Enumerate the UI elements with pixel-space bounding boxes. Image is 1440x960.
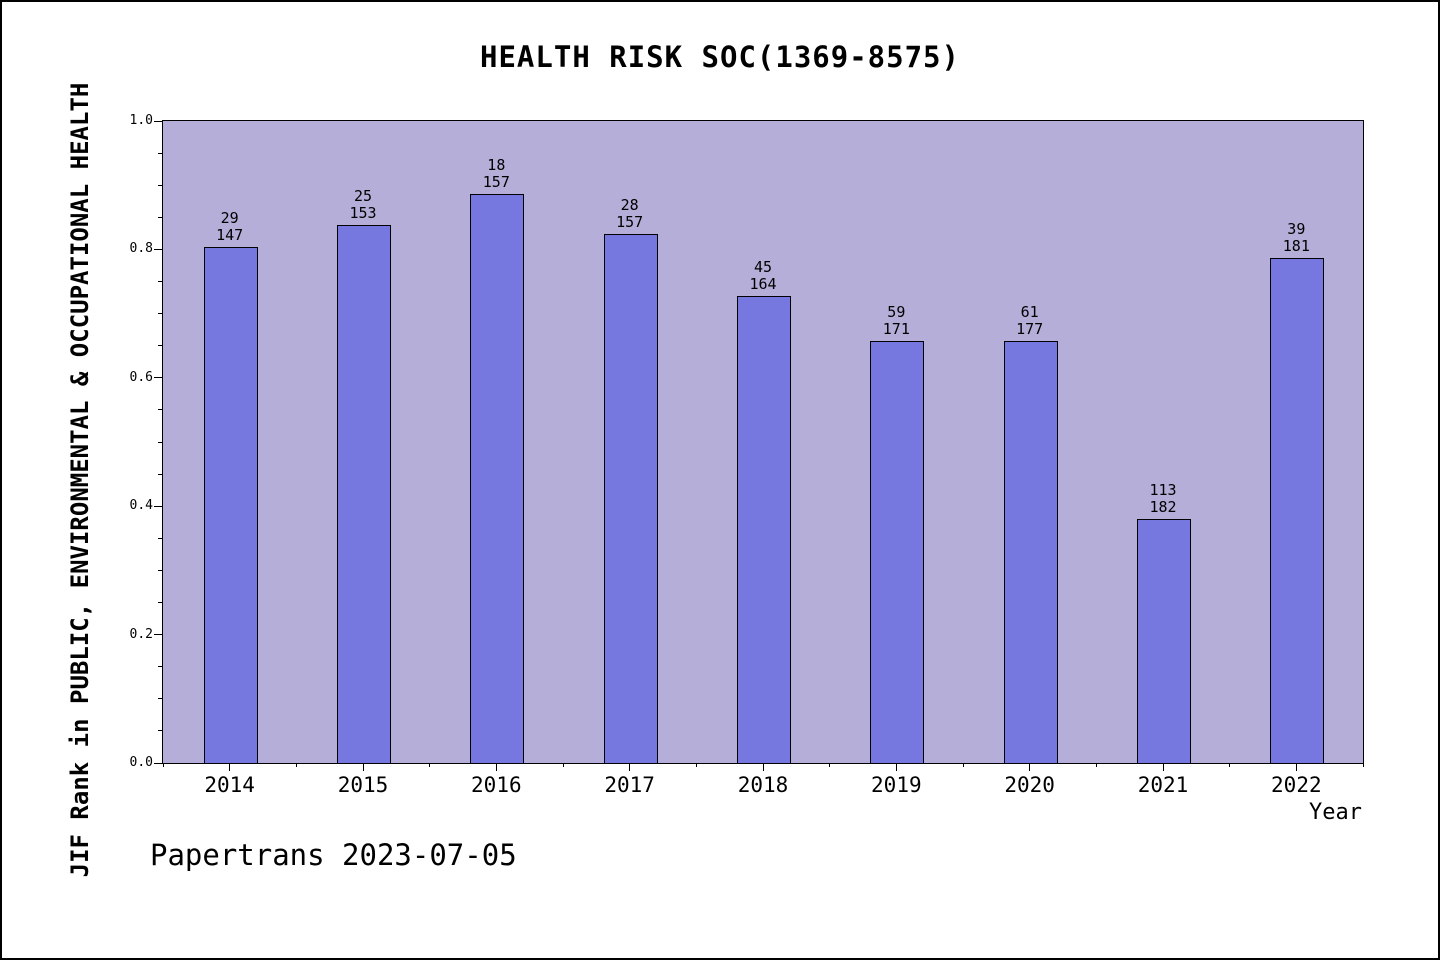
x-minor-tick (162, 763, 164, 767)
y-minor-tick (158, 152, 162, 154)
bar (470, 194, 525, 764)
x-tick-label: 2022 (1271, 773, 1322, 797)
y-tick (154, 120, 162, 122)
bar-value-label: 29 147 (216, 208, 244, 244)
x-tick (629, 763, 631, 771)
y-minor-tick (158, 281, 162, 282)
bar-value-label: 28 157 (616, 195, 644, 231)
x-minor-tick (429, 763, 431, 767)
y-minor-tick (158, 537, 162, 539)
x-tick (1029, 763, 1031, 771)
y-minor-tick (158, 409, 162, 411)
y-minor-tick (158, 473, 162, 475)
x-minor-tick (1362, 763, 1364, 767)
y-tick (154, 248, 162, 250)
x-axis-label: Year (1309, 800, 1362, 825)
y-minor-tick (158, 602, 162, 603)
x-minor-tick (562, 763, 564, 767)
y-tick (154, 505, 162, 507)
x-tick (895, 763, 897, 771)
x-tick-label: 2015 (337, 773, 389, 797)
x-minor-tick (295, 763, 297, 767)
bar (603, 234, 658, 764)
x-tick (495, 763, 497, 771)
bar (1137, 519, 1191, 764)
bar-value-label: 113 182 (1149, 480, 1177, 516)
y-minor-tick (158, 698, 162, 700)
y-minor-tick (158, 345, 162, 347)
chart-title: HEALTH RISK SOC(1369-8575) (480, 40, 960, 74)
y-tick-label: 0.0 (129, 755, 153, 770)
y-tick-label: 0.2 (129, 626, 153, 642)
bar-value-label: 39 181 (1282, 219, 1310, 255)
x-tick (1162, 763, 1164, 771)
y-tick-label: 1.0 (129, 113, 153, 128)
y-minor-tick (158, 441, 162, 443)
y-tick-label: 0.4 (129, 498, 153, 514)
plot-area: 0.0 0.2 0.4 0.6 0.8 1.0 29 147 2014 25 153 2015 18… (130, 113, 1364, 797)
bar-value-label: 59 171 (882, 302, 910, 338)
bar-value-label: 61 177 (1016, 302, 1044, 338)
x-minor-tick (1229, 763, 1231, 767)
bar (337, 225, 391, 764)
bar (737, 296, 791, 764)
bar (1270, 258, 1325, 764)
bar (1003, 341, 1058, 764)
y-axis-label: JIF Rank in PUBLIC, ENVIRONMENTAL & OCCU… (66, 82, 94, 878)
x-minor-tick (1095, 763, 1097, 767)
x-minor-tick (829, 763, 831, 767)
y-minor-tick (158, 666, 162, 668)
x-tick (762, 763, 764, 771)
y-minor-tick (158, 216, 162, 218)
y-minor-tick (158, 730, 162, 732)
x-tick (362, 763, 364, 771)
x-tick-label: 2021 (1137, 773, 1189, 797)
x-minor-tick (695, 763, 697, 767)
y-tick-label: 0.6 (129, 369, 153, 385)
x-minor-tick (962, 763, 964, 767)
bar-value-label: 25 153 (349, 186, 377, 222)
x-tick-label: 2014 (204, 773, 255, 797)
y-minor-tick (158, 569, 162, 571)
x-tick-label: 2020 (1004, 773, 1055, 797)
bar (203, 247, 258, 764)
y-minor-tick (158, 313, 162, 315)
x-tick-label: 2019 (871, 773, 922, 797)
x-tick-label: 2016 (471, 773, 522, 797)
x-tick (229, 763, 231, 771)
bar-value-label: 45 164 (749, 257, 777, 293)
x-tick (1295, 763, 1297, 771)
y-minor-tick (158, 184, 162, 186)
y-tick (154, 762, 162, 764)
bar (870, 341, 925, 764)
y-tick (154, 377, 162, 379)
y-tick (154, 634, 162, 636)
x-tick-label: 2018 (737, 773, 789, 797)
y-tick-label: 0.8 (129, 241, 153, 257)
bar-value-label: 18 157 (482, 155, 510, 191)
x-tick-label: 2017 (604, 773, 655, 797)
watermark-text: Papertrans 2023-07-05 (150, 838, 517, 872)
